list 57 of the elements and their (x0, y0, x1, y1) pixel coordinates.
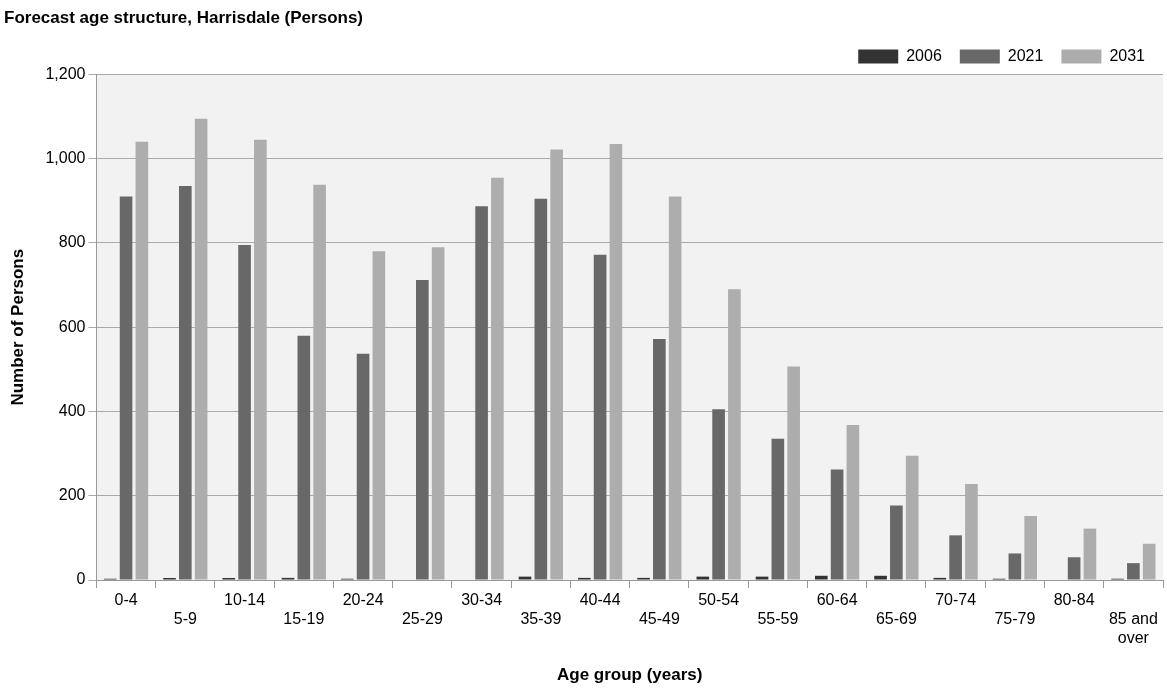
x-tick-label: 80-84 (1053, 591, 1095, 609)
bar (238, 245, 251, 580)
x-tick-label: 45-49 (638, 610, 680, 628)
y-tick-label: 400 (58, 401, 86, 419)
x-tick-label: 75-79 (994, 610, 1036, 628)
bar (1008, 553, 1022, 580)
x-tick-label: 65-69 (875, 610, 917, 628)
bar (949, 535, 962, 580)
y-tick-label: 800 (58, 233, 86, 251)
x-tick-label: 40-44 (579, 591, 621, 609)
bar (830, 469, 844, 580)
x-tick-label: 10-14 (224, 591, 266, 609)
y-tick-label: 600 (58, 317, 86, 335)
bar (755, 576, 769, 580)
bar (356, 353, 370, 580)
x-tick-label: 15-19 (283, 610, 325, 628)
bar (712, 409, 725, 580)
x-tick-label: 20-24 (342, 591, 384, 609)
x-tick-label: 50-54 (698, 591, 740, 609)
bar (534, 198, 548, 580)
bar (593, 254, 607, 580)
legend-label: 2031 (1109, 46, 1146, 64)
x-tick-label: 60-64 (816, 591, 858, 609)
bar (475, 206, 488, 580)
bar (771, 438, 785, 580)
bar (1083, 528, 1097, 580)
bar (297, 335, 311, 580)
bar (1024, 515, 1037, 580)
bar (416, 280, 429, 580)
y-tick-label: 200 (58, 486, 86, 504)
x-tick-label: 5-9 (173, 610, 197, 628)
x-tick-label: 55-59 (757, 610, 799, 628)
bar (696, 576, 710, 580)
x-tick-label: 0-4 (114, 591, 138, 609)
bar (1127, 563, 1140, 580)
bar (814, 575, 828, 580)
bar (518, 576, 532, 580)
y-tick-label: 1,000 (45, 149, 86, 167)
legend-label: 2021 (1007, 46, 1044, 64)
bar (179, 186, 192, 580)
x-tick-label: 70-74 (935, 591, 977, 609)
y-axis-title: Number of Persons (7, 248, 27, 406)
bar (1067, 557, 1081, 580)
bar (119, 196, 133, 580)
bar (653, 339, 666, 580)
bar (1142, 543, 1156, 580)
y-tick-label: 1,200 (45, 64, 86, 82)
bar (890, 505, 903, 580)
x-tick-label: 35-39 (520, 610, 562, 628)
x-axis-title: Age group (years) (556, 665, 703, 685)
chart-title: Forecast age structure, Harrisdale (Persons) (4, 7, 364, 27)
bar (874, 575, 887, 580)
x-tick-label: 30-34 (461, 591, 503, 609)
y-tick-label: 0 (76, 570, 86, 588)
legend-label: 2006 (906, 46, 942, 64)
x-tick-label: 25-29 (401, 610, 443, 628)
x-tick-label: 85 and over (1108, 610, 1158, 647)
